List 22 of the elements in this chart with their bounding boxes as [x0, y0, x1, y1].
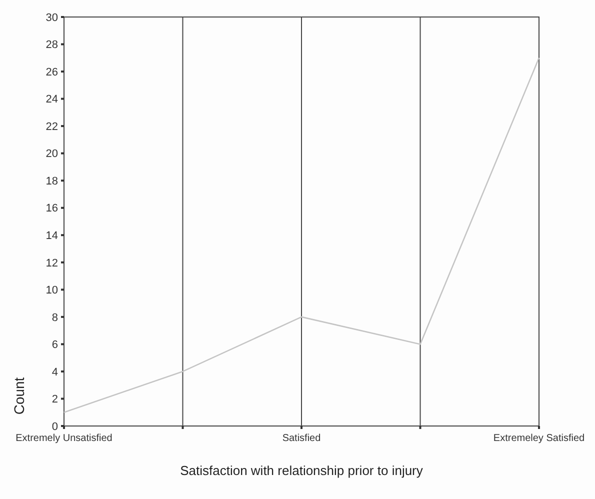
- y-tick-label: 14: [46, 230, 58, 242]
- y-tick-label: 30: [46, 12, 58, 24]
- y-tick-label: 26: [46, 66, 58, 78]
- y-tick-label: 6: [52, 339, 58, 352]
- x-tick-label: Satisfied: [282, 433, 321, 444]
- y-tick-label: 28: [46, 39, 58, 52]
- y-tick-label: 22: [46, 120, 58, 133]
- x-tick-label: Extremeley Satisfied: [493, 433, 585, 444]
- x-tick-label: Extremely Unsatisfied: [16, 433, 112, 444]
- y-axis-title: Count: [11, 377, 27, 415]
- y-tick-label: 2: [52, 394, 58, 406]
- y-tick-label: 18: [46, 175, 58, 188]
- x-axis-title: Satisfaction with relationship prior to injury: [180, 463, 424, 478]
- y-tick-label: 12: [46, 257, 58, 270]
- y-tick-label: 16: [46, 202, 58, 215]
- y-tick-label: 0: [52, 420, 58, 433]
- y-tick-label: 8: [52, 312, 58, 324]
- y-tick-label: 24: [46, 94, 58, 106]
- y-tick-label: 10: [46, 284, 58, 297]
- line-series: [63, 57, 540, 414]
- y-tick-label: 20: [46, 148, 58, 160]
- y-tick-label: 4: [52, 366, 58, 378]
